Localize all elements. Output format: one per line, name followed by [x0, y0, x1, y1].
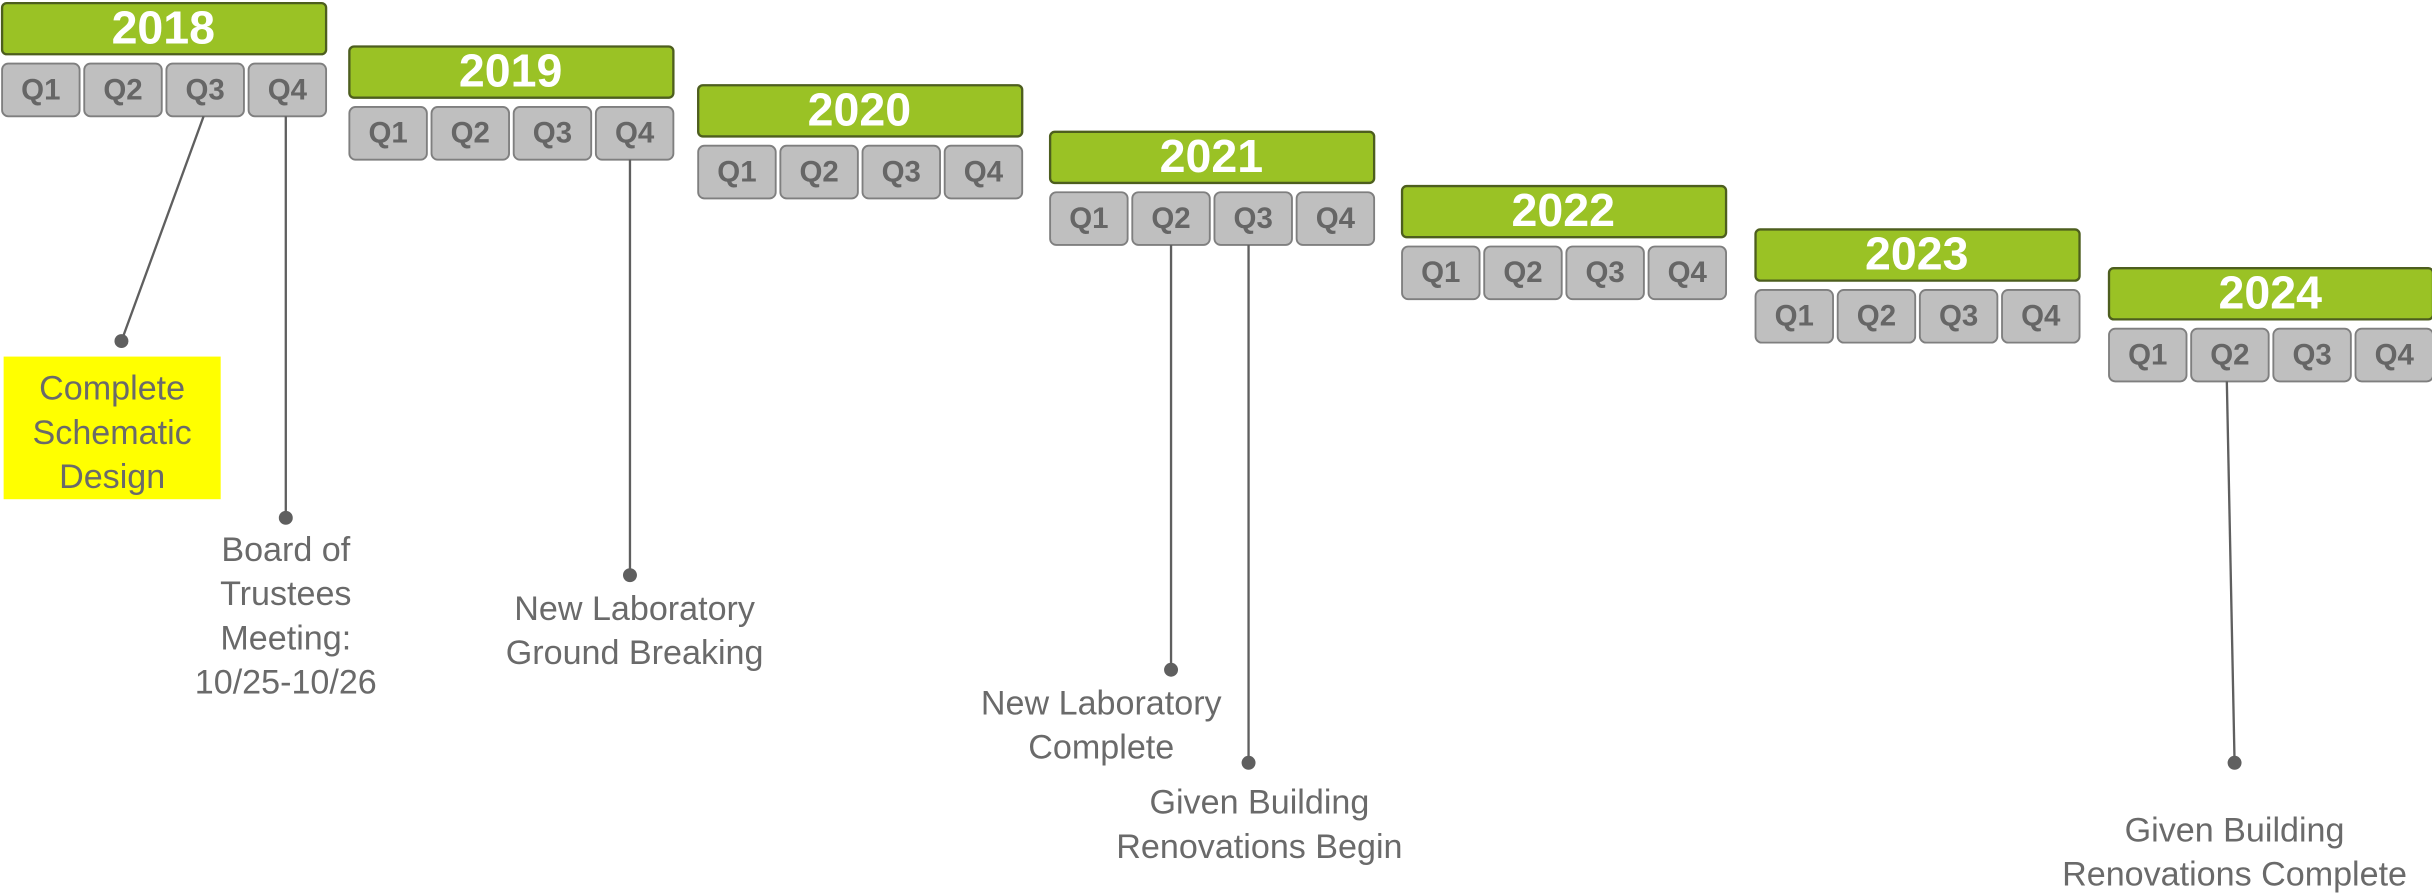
- quarter-box: [2272, 327, 2352, 383]
- milestone-label: Board of: [221, 531, 350, 569]
- year-header: [0, 1, 328, 56]
- quarter-label: Q3: [1585, 256, 1624, 289]
- year-label: 2024: [2219, 266, 2323, 318]
- milestone-label: Schematic: [33, 414, 192, 452]
- quarter-label: Q3: [186, 73, 225, 106]
- quarter-box: [247, 62, 328, 118]
- milestone-label: New Laboratory: [981, 684, 1222, 722]
- year-header: [348, 45, 675, 99]
- connector-dot: [1164, 662, 1179, 677]
- milestone-label: Ground Breaking: [506, 634, 764, 672]
- year-label: 2022: [1512, 184, 1615, 236]
- quarter-box: [1295, 191, 1376, 246]
- quarter-label: Q3: [2292, 338, 2331, 371]
- quarter-box: [861, 144, 941, 200]
- quarter-box: [1754, 288, 1834, 344]
- quarter-label: Q2: [799, 155, 838, 188]
- quarter-box: [1918, 288, 1999, 344]
- quarter-box: [1647, 245, 1727, 301]
- quarter-box: [165, 62, 245, 118]
- milestone-label: Complete: [39, 370, 185, 408]
- connector-dot: [622, 568, 637, 583]
- quarter-box: [1049, 191, 1129, 246]
- quarter-box: [83, 62, 163, 118]
- quarter-label: Q4: [268, 73, 308, 106]
- year-header: [2107, 267, 2432, 321]
- milestone-label: Meeting:: [220, 619, 351, 657]
- year-header: [1754, 228, 2081, 282]
- quarter-box: [512, 106, 593, 161]
- milestone-label: Renovations Complete: [2062, 856, 2407, 893]
- quarter-box: [779, 144, 859, 200]
- milestone-label: Given Building: [1149, 784, 1369, 822]
- quarter-box: [2190, 327, 2270, 383]
- quarter-label: Q3: [1939, 300, 1978, 333]
- year-label: 2020: [808, 83, 911, 135]
- quarter-box: [594, 106, 675, 161]
- milestone-label: Renovations Begin: [1116, 828, 1402, 866]
- milestone-label: Given Building: [2125, 812, 2345, 850]
- quarter-label: Q1: [1069, 202, 1108, 235]
- quarter-box: [1, 62, 81, 118]
- year-header: [1048, 130, 1376, 185]
- quarter-box: [1565, 245, 1645, 301]
- year-label: 2018: [112, 1, 215, 53]
- quarter-box: [430, 106, 510, 161]
- quarter-label: Q1: [2128, 338, 2167, 371]
- quarter-label: Q1: [368, 117, 407, 150]
- year-label: 2021: [1160, 130, 1263, 182]
- quarter-label: Q3: [882, 155, 921, 188]
- milestone-label: New Laboratory: [514, 590, 755, 628]
- year-label: 2019: [459, 45, 562, 97]
- quarter-label: Q3: [1234, 202, 1273, 235]
- quarter-label: Q1: [21, 73, 60, 106]
- quarter-label: Q1: [1775, 300, 1814, 333]
- quarter-box: [2108, 327, 2188, 383]
- quarter-label: Q4: [1316, 202, 1356, 235]
- highlight-box: [3, 356, 221, 500]
- quarter-label: Q3: [533, 117, 572, 150]
- quarter-label: Q2: [1857, 300, 1896, 333]
- quarter-label: Q2: [1151, 202, 1190, 235]
- connector-dot: [1241, 755, 1256, 770]
- quarter-box: [1213, 191, 1293, 246]
- quarter-label: Q2: [1503, 256, 1542, 289]
- connector-dot: [114, 334, 129, 349]
- quarter-label: Q1: [717, 155, 756, 188]
- milestone-label: 10/25-10/26: [195, 663, 377, 701]
- quarter-box: [2001, 288, 2081, 344]
- year-label: 2023: [1865, 228, 1968, 280]
- milestone-label: Design: [59, 458, 165, 496]
- quarter-label: Q2: [103, 73, 142, 106]
- quarter-box: [348, 106, 428, 161]
- milestone-label: Trustees: [220, 575, 351, 613]
- quarter-label: Q4: [615, 117, 655, 150]
- quarter-box: [2354, 327, 2432, 383]
- year-header: [697, 84, 1024, 138]
- quarter-box: [1401, 245, 1481, 301]
- quarter-box: [943, 144, 1024, 200]
- connector-dot: [278, 510, 293, 525]
- quarter-label: Q4: [1668, 256, 1708, 289]
- connector: [2225, 381, 2236, 763]
- year-header: [1400, 184, 1728, 239]
- quarter-label: Q2: [451, 117, 490, 150]
- quarter-label: Q4: [2021, 300, 2061, 333]
- quarter-label: Q2: [2210, 338, 2249, 371]
- quarter-label: Q4: [964, 155, 1004, 188]
- quarter-label: Q1: [1421, 256, 1460, 289]
- quarter-box: [697, 144, 777, 200]
- connector: [120, 115, 205, 342]
- quarter-box: [1483, 245, 1563, 301]
- connector-dot: [2227, 755, 2242, 770]
- quarter-box: [1836, 288, 1917, 344]
- quarter-label: Q4: [2375, 338, 2415, 371]
- milestone-label: Complete: [1028, 729, 1174, 767]
